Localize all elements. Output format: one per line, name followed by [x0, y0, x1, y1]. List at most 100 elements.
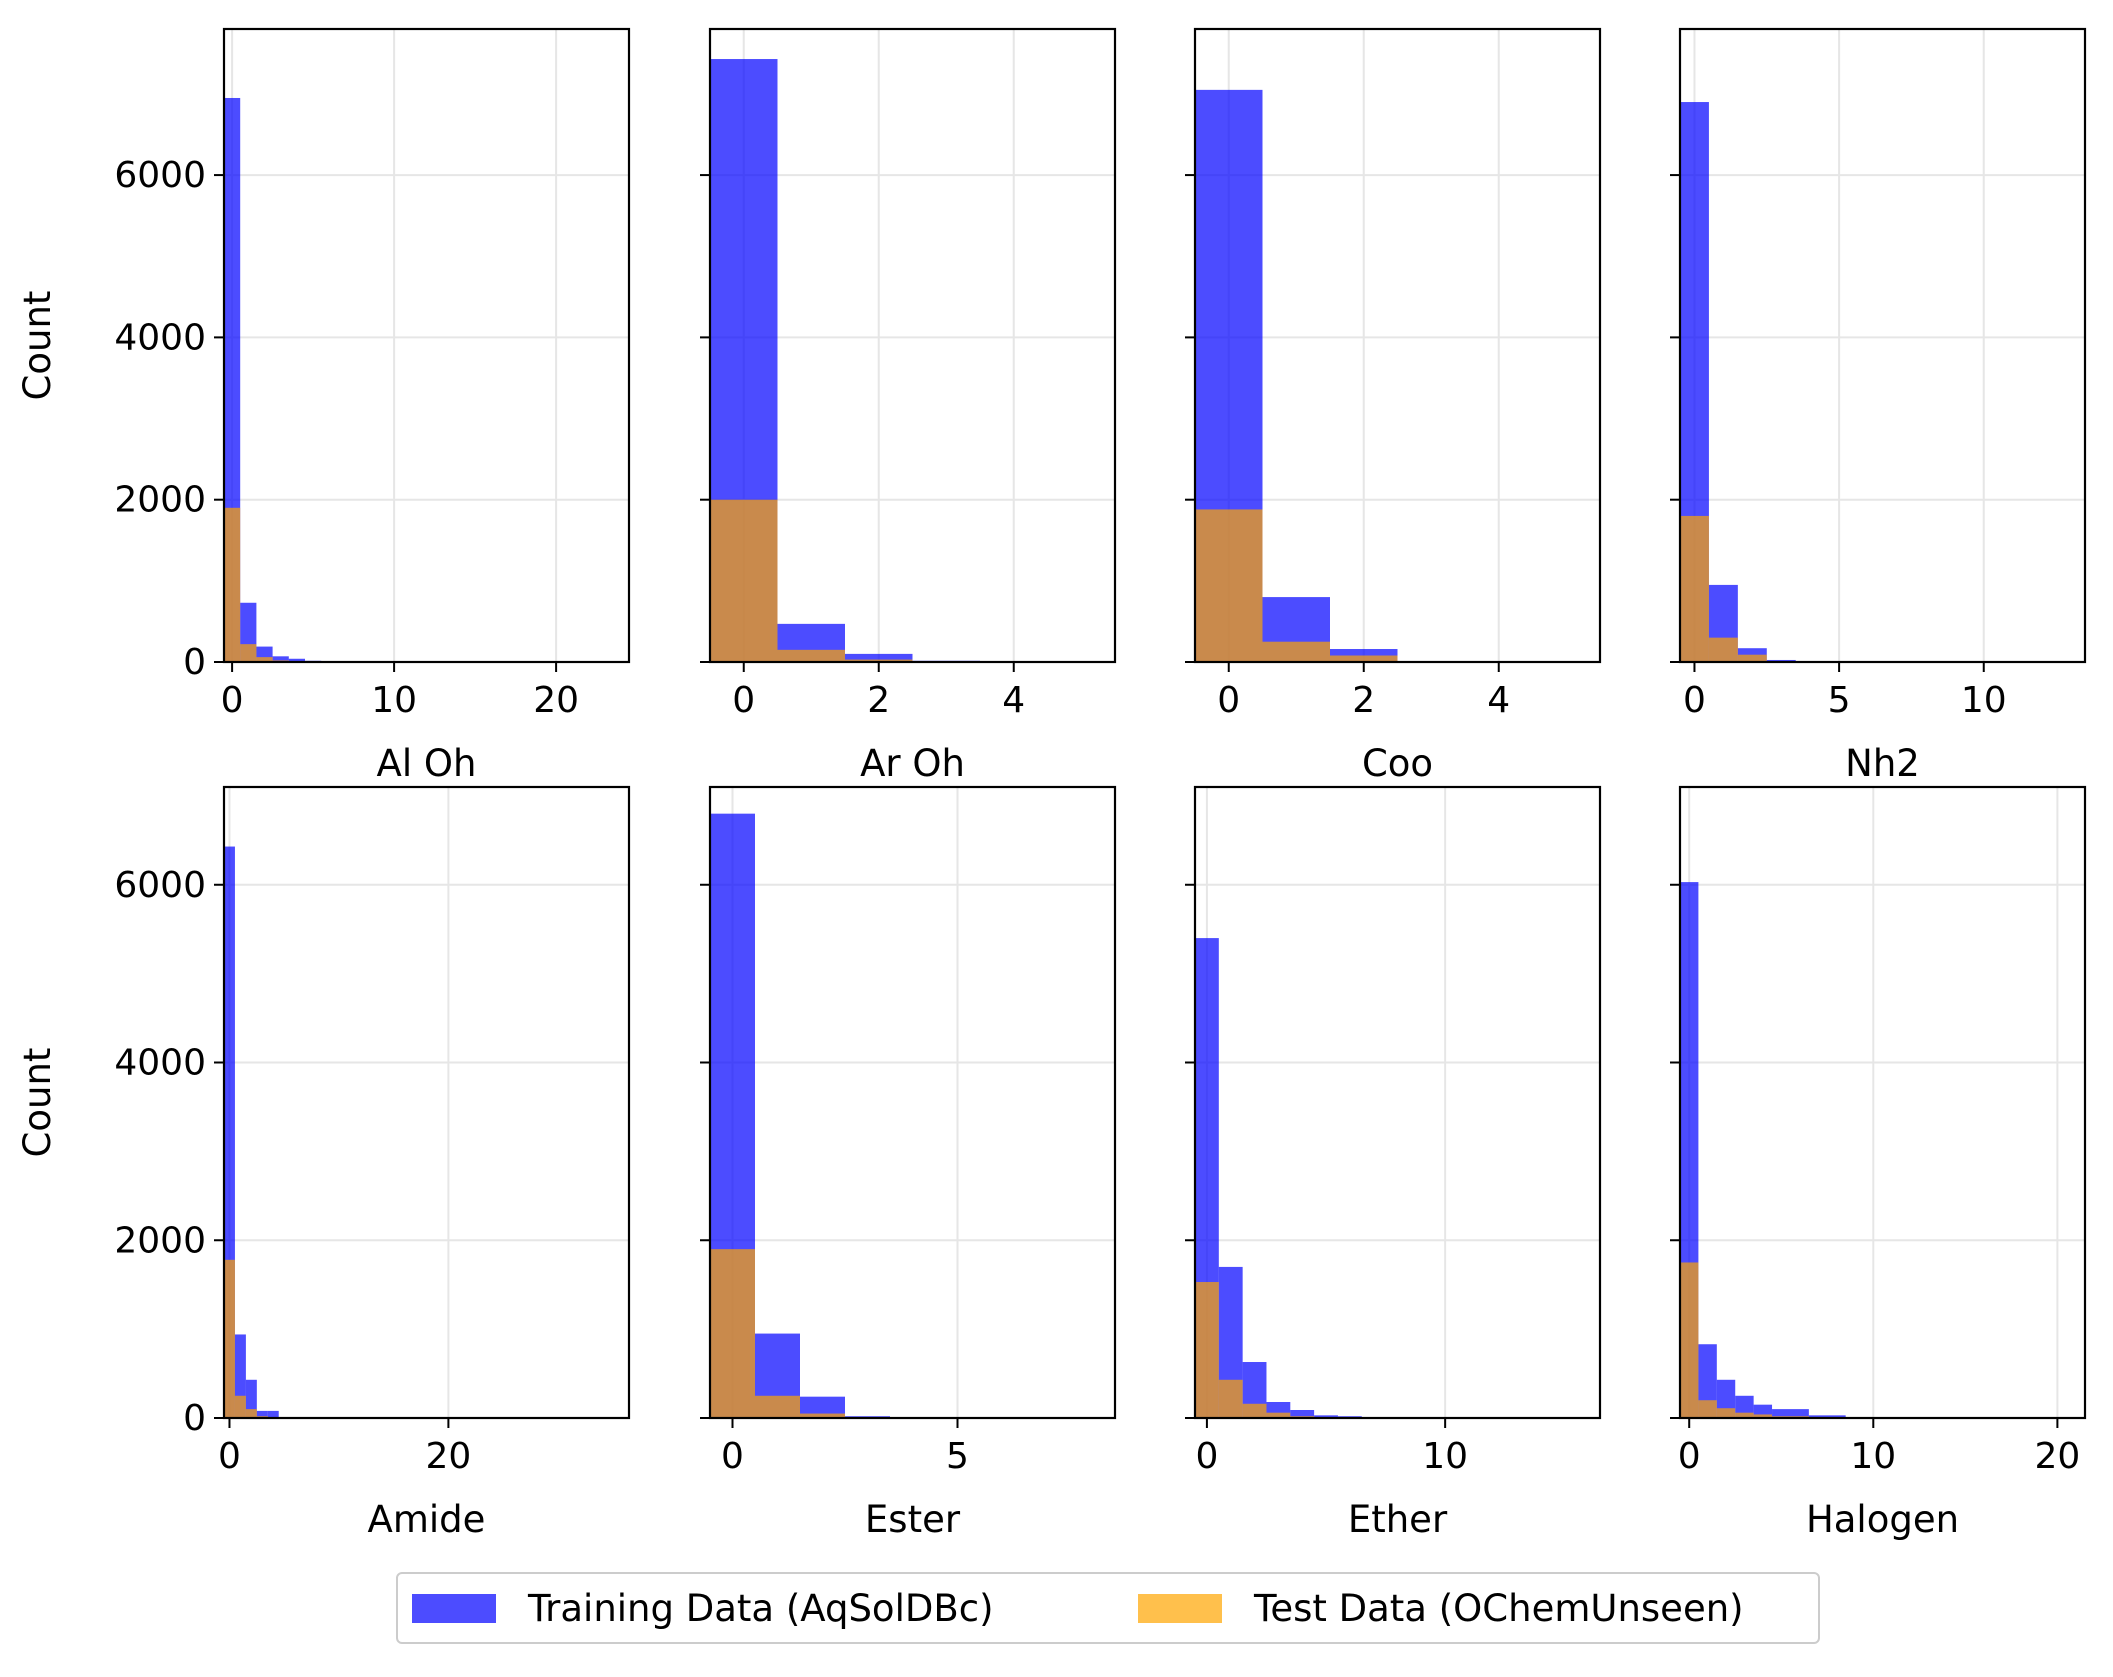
bar-training	[1698, 1344, 1717, 1418]
bar-test	[1330, 655, 1398, 662]
bar-training	[272, 656, 289, 662]
x-tick-label: 0	[1195, 1436, 1218, 1477]
bar-test	[1680, 1262, 1699, 1418]
y-tick-label: 6000	[114, 155, 206, 196]
bar-test	[1262, 641, 1330, 662]
bar-test	[1195, 1282, 1219, 1418]
x-axis-label: Nh2	[1845, 742, 1920, 785]
bar-training	[845, 653, 913, 662]
x-tick-label: 0	[221, 680, 244, 721]
x-tick-label: 0	[218, 1436, 241, 1477]
bar-training	[245, 1379, 257, 1418]
bar-training	[234, 1334, 246, 1418]
bar-test	[1242, 1403, 1267, 1418]
legend-item-training: Training Data (AqSolDBc)	[412, 1574, 994, 1642]
x-tick-label: 2	[867, 680, 890, 721]
subplot-coo: 0 2 4 Coo	[1185, 27, 1602, 785]
x-axis-label: Halogen	[1806, 1498, 1959, 1541]
bar-test	[1735, 1412, 1754, 1418]
legend: Training Data (AqSolDBc) Test Data (OChe…	[396, 1572, 1820, 1644]
bar-training	[224, 846, 235, 1418]
bar-training	[1290, 1410, 1315, 1418]
bar-test	[245, 1409, 257, 1418]
x-tick-label: 0	[732, 680, 755, 721]
bar-training	[1735, 1395, 1754, 1418]
subplot-ester: 0 5 Ester	[700, 785, 1117, 1541]
subplot-amide: 0 20 0 2000 4000 6000 Amide Count	[16, 785, 631, 1541]
x-tick-label: 5	[946, 1436, 969, 1477]
bar-test	[1698, 1400, 1717, 1418]
bar-test	[234, 1395, 246, 1418]
y-tick-label: 6000	[114, 865, 206, 906]
bar-test	[1716, 1408, 1736, 1418]
x-tick-label: 20	[425, 1436, 471, 1477]
y-axis-label: Count	[16, 291, 59, 401]
x-tick-label: 0	[1683, 680, 1706, 721]
x-axis-label: Ether	[1348, 1498, 1448, 1541]
bar-test	[755, 1395, 800, 1418]
x-tick-label: 0	[1217, 680, 1240, 721]
axes-frame	[1193, 27, 1602, 664]
bar-test	[1218, 1379, 1243, 1418]
subplot-halogen: 0 10 20 Halogen	[1670, 785, 2087, 1541]
x-tick-label: 10	[1422, 1436, 1468, 1477]
axes-frame	[222, 785, 631, 1420]
x-tick-label: 10	[371, 680, 417, 721]
x-tick-label: 10	[1850, 1436, 1896, 1477]
x-tick-label: 20	[533, 680, 579, 721]
x-tick-label: 4	[1002, 680, 1025, 721]
subplot-nh2: 0 5 10 Nh2	[1670, 27, 2087, 785]
x-tick-label: 10	[1961, 680, 2007, 721]
bar-training	[1808, 1415, 1846, 1418]
x-tick-label: 0	[721, 1436, 744, 1477]
x-tick-label: 20	[2034, 1436, 2080, 1477]
y-tick-label: 4000	[114, 1043, 206, 1084]
y-tick-label: 2000	[114, 480, 206, 521]
axes-frame	[1678, 27, 2087, 664]
x-tick-label: 5	[1828, 680, 1851, 721]
x-axis-label: Amide	[368, 1498, 486, 1541]
bar-test	[710, 499, 778, 662]
bar-test	[1708, 637, 1738, 662]
x-tick-label: 0	[1678, 1436, 1701, 1477]
bar-test	[1753, 1414, 1773, 1418]
axes-frame	[222, 27, 631, 664]
bar-test	[1737, 654, 1767, 662]
x-tick-label: 4	[1487, 680, 1510, 721]
y-tick-label: 0	[183, 1398, 206, 1439]
bar-test	[777, 649, 845, 662]
x-axis-label: Coo	[1362, 742, 1433, 785]
axes-frame	[708, 27, 1117, 664]
axes-frame	[1678, 785, 2087, 1420]
bar-test	[1680, 515, 1709, 662]
x-axis-label: Al Oh	[377, 742, 477, 785]
bar-test	[256, 657, 273, 662]
bar-test	[800, 1413, 845, 1418]
y-tick-label: 4000	[114, 317, 206, 358]
bar-test	[224, 1259, 235, 1418]
bar-test	[710, 1249, 755, 1418]
x-axis-label: Ar Oh	[860, 742, 965, 785]
subplot-ar-oh: 0 2 4 Ar Oh	[700, 27, 1117, 785]
bar-test	[1195, 509, 1263, 662]
bar-training	[267, 1410, 279, 1418]
bar-training	[256, 1410, 268, 1418]
bar-training	[1772, 1409, 1809, 1418]
y-axis-label: Count	[16, 1048, 59, 1158]
axes-frame	[1193, 785, 1602, 1420]
y-tick-label: 0	[183, 642, 206, 683]
bar-test	[845, 659, 913, 662]
bar-test	[224, 507, 241, 662]
legend-item-test: Test Data (OChemUnseen)	[1138, 1574, 1744, 1642]
subplot-ether: 0 10 Ether	[1185, 785, 1602, 1541]
legend-label-training: Training Data (AqSolDBc)	[528, 1586, 994, 1630]
legend-swatch-training	[412, 1593, 496, 1623]
subplot-al-oh: 0 10 20 0 2000 4000 6000 Al Oh Count	[16, 27, 631, 785]
bar-training	[1314, 1415, 1338, 1418]
bar-test	[240, 644, 257, 662]
x-axis-label: Ester	[865, 1498, 961, 1541]
axes-frame	[708, 785, 1117, 1420]
y-tick-label: 2000	[114, 1220, 206, 1261]
bar-training	[800, 1396, 845, 1418]
